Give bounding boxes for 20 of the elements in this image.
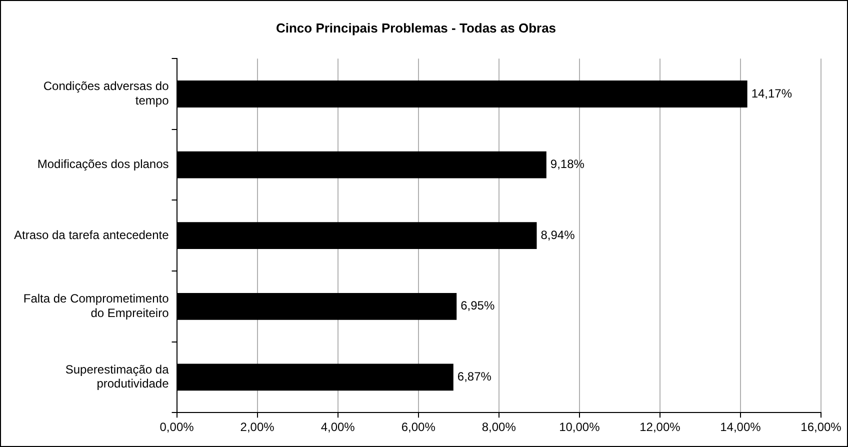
- data-label: 8,94%: [540, 228, 576, 242]
- x-tick-label: 8,00%: [482, 420, 516, 434]
- y-tick-label: Falta de Comprometimento do Empreiteiro: [23, 292, 170, 320]
- data-label: 6,87%: [457, 370, 492, 384]
- x-tick-label: 0,00%: [160, 420, 194, 434]
- x-tick-label: 2,00%: [240, 420, 275, 434]
- data-label: 14,17%: [751, 86, 792, 100]
- x-tick-label: 16,00%: [800, 420, 842, 434]
- x-tick-label: 12,00%: [640, 420, 681, 434]
- y-tick-label: Modificações dos planos: [37, 157, 169, 172]
- x-tick-label: 14,00%: [720, 420, 762, 434]
- chart-title: Cinco Principais Problemas - Todas as Obras: [276, 20, 556, 36]
- y-tick-label: Superestimação da produtividade: [65, 362, 170, 391]
- data-label: 9,18%: [550, 157, 585, 172]
- x-tick-label: 6,00%: [401, 420, 436, 434]
- data-label: 6,95%: [460, 298, 495, 313]
- y-tick-label: Condições adversas do tempo: [43, 79, 170, 108]
- x-tick-label: 4,00%: [320, 420, 356, 434]
- x-tick-label: 10,00%: [559, 420, 600, 434]
- y-tick-label: Atraso da tarefa antecedente: [14, 228, 170, 242]
